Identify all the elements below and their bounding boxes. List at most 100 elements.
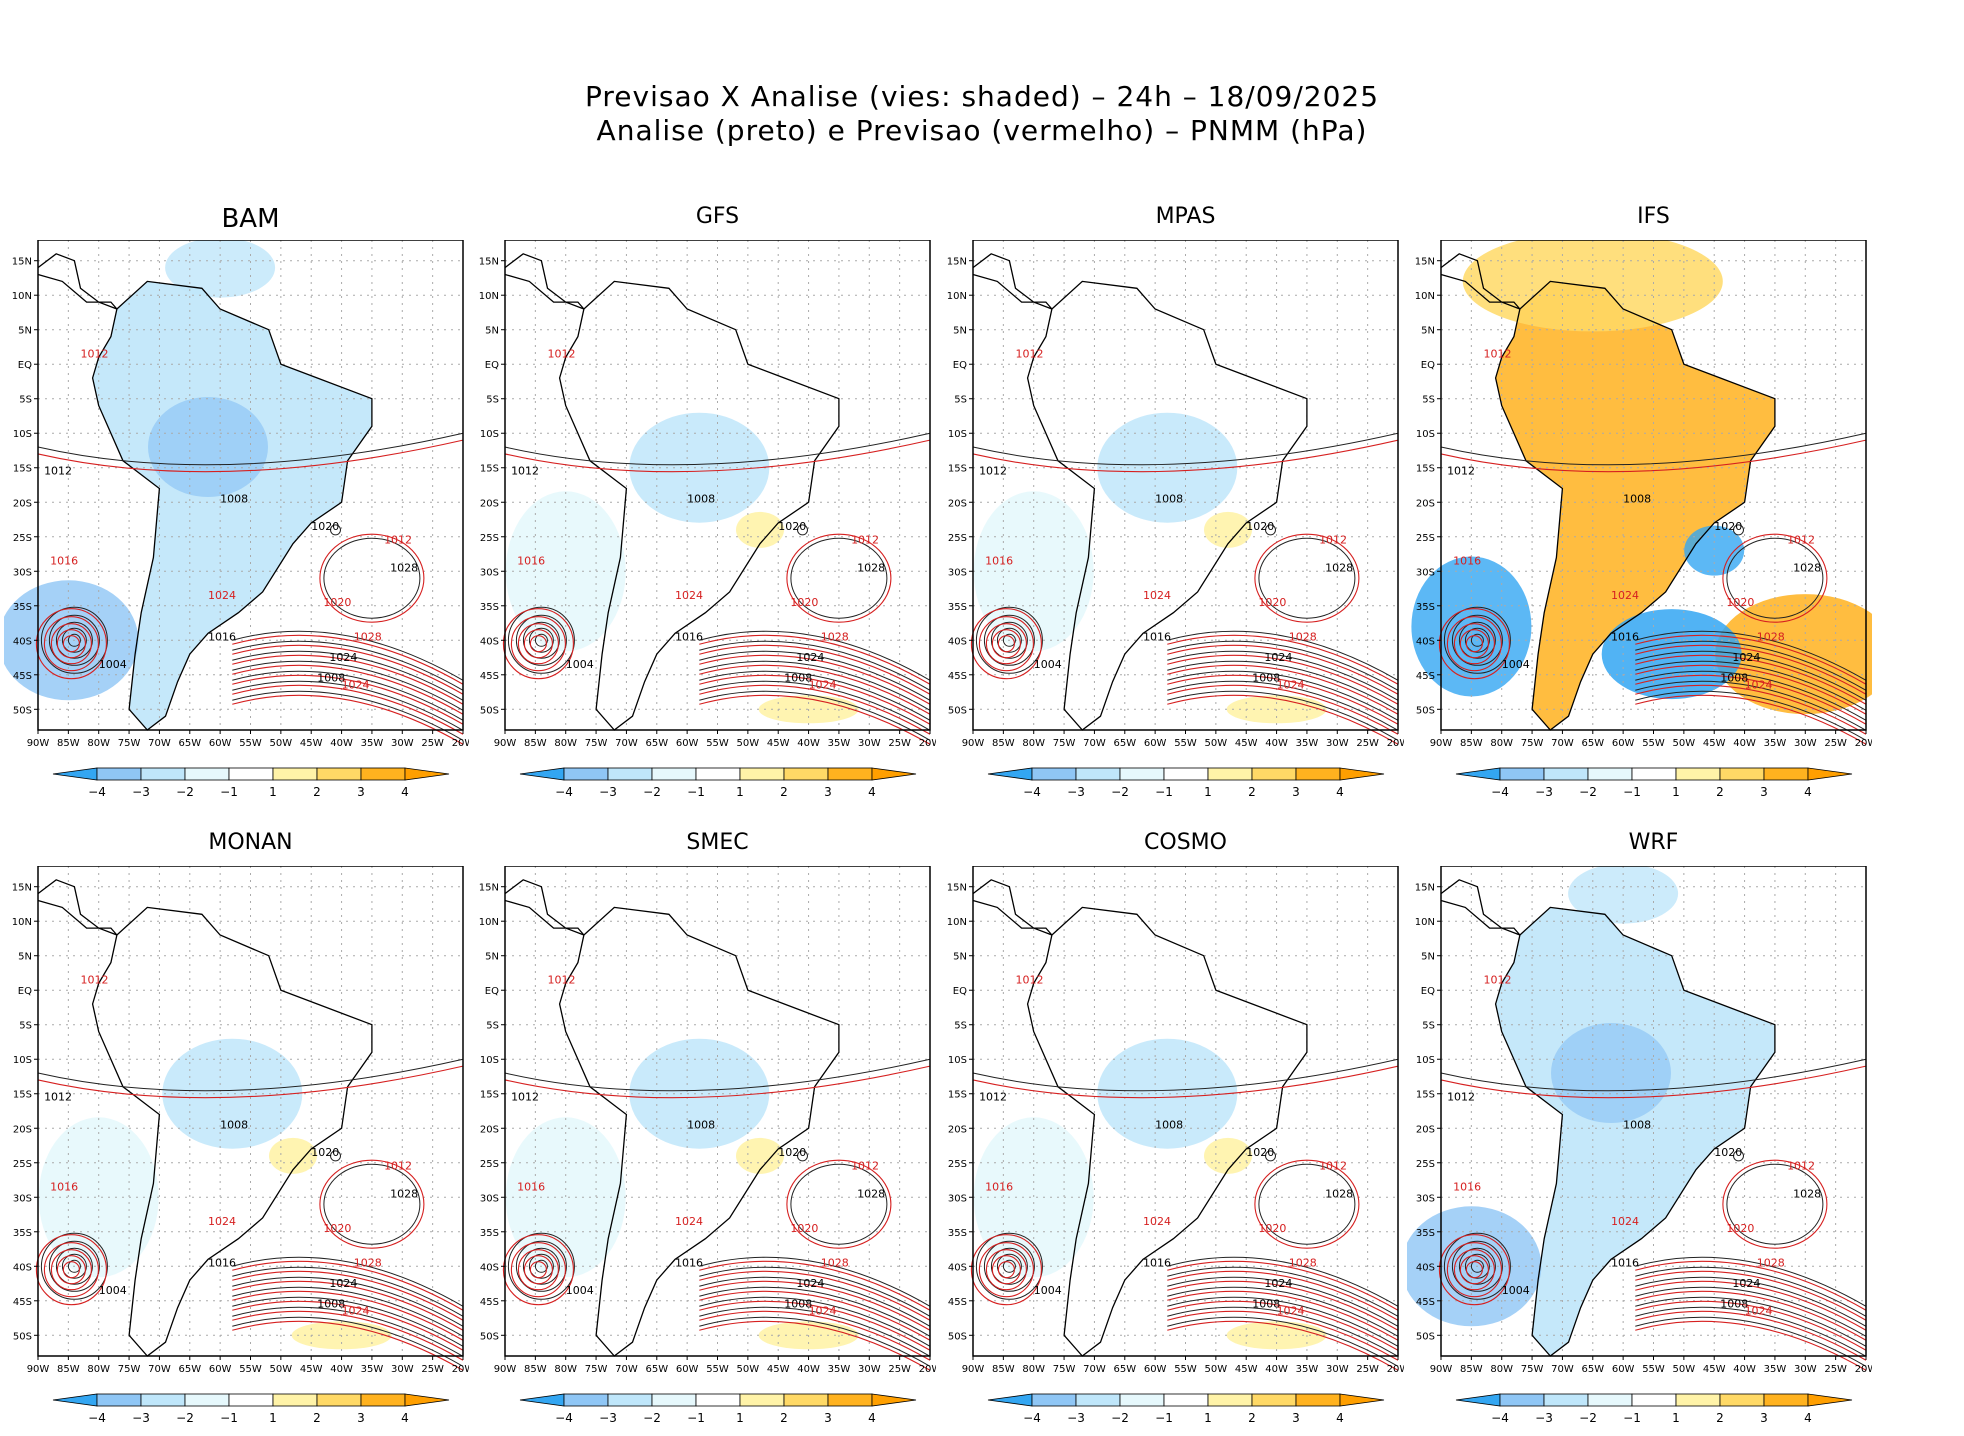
lat-tick-label: 15N (1415, 257, 1435, 268)
contour-label-black: 1008 (317, 672, 345, 685)
colorbar-label: −3 (1067, 785, 1085, 799)
lon-tick-label: 80W (87, 1364, 110, 1375)
lon-tick-label: 20W (1387, 738, 1404, 749)
lat-tick-label: 5N (18, 952, 32, 963)
contour-label-red: 1012 (548, 347, 576, 360)
lat-tick-label: 40S (13, 1262, 32, 1273)
contour-label-black: 1004 (1034, 1284, 1062, 1297)
colorbar: −4 −3 −2 −1 1 2 3 4 (52, 1393, 450, 1425)
lon-tick-label: 25W (1356, 1364, 1379, 1375)
contour-label-black: 1008 (784, 1298, 812, 1311)
lon-tick-label: 45W (300, 738, 323, 749)
contour-label-red: 1012 (1319, 534, 1347, 547)
colorbar: −4 −3 −2 −1 1 2 3 4 (987, 1393, 1385, 1425)
lon-tick-label: 60W (209, 738, 232, 749)
lat-tick-label: 20S (1416, 1124, 1435, 1135)
map-panel-monan: 1012100410161028102410081020100810161012… (12, 866, 469, 1425)
lon-tick-label: 80W (1022, 738, 1045, 749)
contour-label-red: 1024 (1277, 1305, 1305, 1318)
colorbar-label: 2 (313, 785, 321, 799)
contour-label-red: 1016 (517, 1180, 545, 1193)
lat-tick-label: 25S (480, 1159, 499, 1170)
lat-tick-label: 10S (13, 1055, 32, 1066)
lon-tick-label: 20W (1855, 738, 1872, 749)
colorbar-label: −3 (1535, 1411, 1553, 1425)
map-panel-cosmo: 1012100410161028102410081020100810161012… (947, 866, 1404, 1425)
lon-tick-label: 45W (1235, 738, 1258, 749)
forecast-contours (970, 439, 1399, 745)
lat-tick-label: 5N (1421, 952, 1435, 963)
colorbar-label: −1 (1155, 1411, 1173, 1425)
colorbar: −4 −3 −2 −1 1 2 3 4 (52, 767, 450, 799)
lon-tick-label: 55W (239, 1364, 262, 1375)
colorbar-label: 3 (824, 1411, 832, 1425)
lon-tick-label: 30W (391, 738, 414, 749)
lat-tick-label: 40S (948, 1262, 967, 1273)
contour-label-black: 1012 (1447, 1091, 1475, 1104)
lon-tick-label: 90W (1430, 738, 1453, 749)
lat-tick-label: 5N (485, 952, 499, 963)
lon-tick-label: 90W (962, 738, 985, 749)
lon-tick-label: 50W (1205, 1364, 1228, 1375)
contour-label-black: 1016 (1143, 630, 1171, 643)
lat-tick-label: 10N (947, 291, 967, 302)
lat-tick-label: 20S (13, 1124, 32, 1135)
lat-tick-label: EQ (18, 360, 32, 371)
lon-tick-label: 75W (585, 738, 608, 749)
lat-tick-label: 40S (480, 1262, 499, 1273)
contour-label-black: 1028 (390, 561, 418, 574)
lat-tick-label: 20S (1416, 498, 1435, 509)
graticule (505, 866, 930, 1356)
contour-label-black: 1024 (1264, 651, 1292, 664)
lon-tick-label: 35W (1296, 1364, 1319, 1375)
lon-tick-label: 90W (494, 738, 517, 749)
lat-tick-label: 35S (948, 1228, 967, 1239)
contour-label-black: 1008 (220, 1118, 248, 1131)
contour-label-red: 1020 (1726, 596, 1754, 609)
colorbar-label: 3 (1292, 785, 1300, 799)
colorbar-label: −1 (1155, 785, 1173, 799)
contour-label-red: 1024 (675, 1215, 703, 1228)
colorbar-label: 2 (1716, 1411, 1724, 1425)
contour-label-red: 1016 (50, 1180, 78, 1193)
lon-tick-label: 55W (239, 738, 262, 749)
lon-tick-label: 20W (452, 738, 469, 749)
contour-label-red: 1024 (1745, 1305, 1773, 1318)
lon-tick-label: 30W (1794, 738, 1817, 749)
contour-label-red: 1020 (323, 596, 351, 609)
forecast-contours (35, 439, 464, 745)
contour-label-black: 1012 (511, 1091, 539, 1104)
lat-tick-label: 15S (13, 464, 32, 475)
lon-tick-label: 45W (767, 738, 790, 749)
lon-tick-label: 60W (1144, 738, 1167, 749)
colorbar-label: −2 (1579, 1411, 1597, 1425)
contour-label-black: 1024 (329, 1277, 357, 1290)
colorbar: −4 −3 −2 −1 1 2 3 4 (1455, 1393, 1853, 1425)
colorbar-label: −4 (1491, 785, 1509, 799)
contour-label-red: 1028 (1289, 630, 1317, 643)
lon-tick-label: 30W (391, 1364, 414, 1375)
contour-label-black: 1020 (778, 1146, 806, 1159)
contour-label-black: 1012 (511, 465, 539, 478)
lat-tick-label: 20S (948, 498, 967, 509)
contour-label-red: 1012 (1319, 1160, 1347, 1173)
contour-label-black: 1004 (1502, 658, 1530, 671)
contour-label-black: 1028 (1793, 561, 1821, 574)
contour-label-black: 1008 (1720, 1298, 1748, 1311)
contour-label-black: 1016 (208, 1256, 236, 1269)
lat-tick-label: 35S (480, 1228, 499, 1239)
contour-label-black: 1004 (1502, 1284, 1530, 1297)
colorbar-label: 2 (313, 1411, 321, 1425)
lon-tick-label: 60W (1612, 738, 1635, 749)
contour-label-black: 1020 (778, 520, 806, 533)
lon-tick-label: 55W (1174, 1364, 1197, 1375)
contour-label-red: 1024 (1277, 679, 1305, 692)
lat-tick-label: 35S (13, 1228, 32, 1239)
forecast-contours (970, 1065, 1399, 1371)
colorbar-label: 2 (780, 785, 788, 799)
lat-tick-label: 15S (480, 1090, 499, 1101)
contour-label-black: 1024 (329, 651, 357, 664)
contour-label-black: 1008 (687, 1118, 715, 1131)
contour-label-red: 1016 (985, 1180, 1013, 1193)
lon-tick-label: 35W (361, 1364, 384, 1375)
